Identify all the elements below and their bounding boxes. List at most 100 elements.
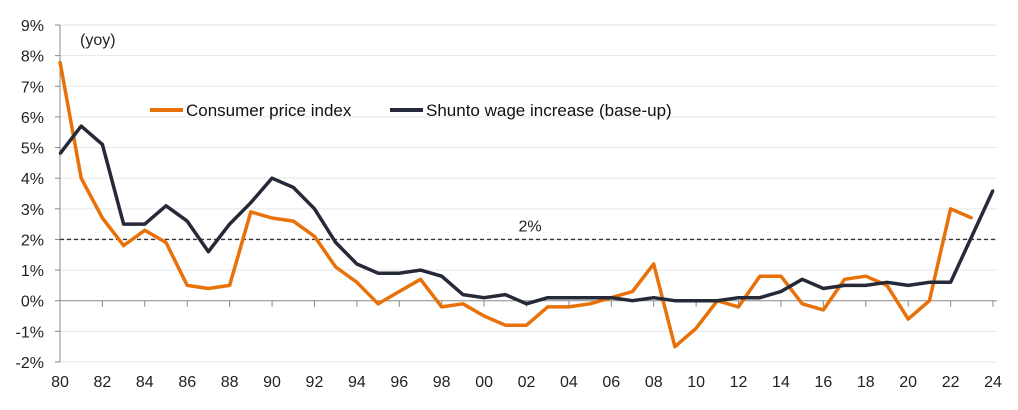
data-point	[313, 207, 316, 211]
reference-line-label: 2%	[518, 218, 541, 235]
data-point	[525, 302, 528, 305]
data-point	[885, 281, 889, 284]
data-point	[758, 275, 761, 278]
data-point	[482, 296, 486, 299]
y-tick-label: 4%	[21, 171, 44, 188]
data-point	[334, 241, 337, 244]
data-point	[610, 296, 613, 299]
data-point	[779, 275, 783, 278]
data-point	[186, 219, 189, 223]
y-tick-label: 2%	[21, 232, 44, 249]
x-tick-label: 00	[475, 374, 493, 391]
data-point	[207, 250, 210, 253]
data-point	[694, 327, 698, 330]
data-point	[652, 296, 655, 299]
data-point	[504, 293, 507, 296]
data-point	[737, 305, 740, 309]
data-point	[376, 302, 380, 305]
data-point	[588, 302, 592, 305]
data-point	[546, 296, 549, 299]
axes	[55, 24, 997, 363]
data-point	[928, 299, 931, 302]
legend-label: Shunto wage increase (base-up)	[426, 101, 672, 120]
data-point	[631, 290, 634, 293]
data-point	[440, 275, 443, 278]
data-point	[885, 284, 889, 287]
data-point	[398, 290, 401, 293]
data-point	[58, 152, 62, 155]
data-point	[758, 296, 761, 299]
data-point	[143, 229, 147, 232]
data-point	[906, 284, 910, 287]
data-point	[80, 176, 83, 180]
data-point	[970, 216, 973, 220]
data-point	[461, 302, 465, 305]
data-point	[228, 284, 231, 287]
x-tick-label: 02	[518, 374, 536, 391]
x-tick-label: 80	[51, 374, 69, 391]
data-point	[122, 244, 125, 247]
x-tick-label: 98	[433, 374, 451, 391]
data-point	[588, 296, 592, 299]
legend-label: Consumer price index	[186, 101, 352, 120]
reference-line-group: 2%	[60, 218, 997, 241]
data-point	[864, 275, 867, 278]
data-point	[270, 216, 274, 220]
data-point	[122, 222, 125, 226]
data-point	[673, 345, 677, 348]
x-axis-tick-labels: 80 82 84 86 88 90 92 94 96 98 00 02 04 06 08 10 12 14 16 18…	[51, 374, 1002, 391]
data-point	[398, 271, 401, 275]
data-point	[843, 278, 846, 281]
gridlines	[60, 24, 997, 363]
x-tick-label: 20	[899, 374, 917, 391]
data-point	[716, 299, 719, 302]
data-point	[440, 305, 443, 309]
data-point	[949, 281, 952, 284]
data-point	[101, 216, 104, 220]
x-tick-label: 96	[390, 374, 408, 391]
y-tick-label: -1%	[16, 324, 44, 341]
x-tick-label: 24	[984, 374, 1002, 391]
x-tick-label: 88	[221, 374, 239, 391]
data-point	[779, 290, 783, 293]
data-point	[800, 278, 804, 281]
y-tick-label: 3%	[21, 202, 44, 219]
data-point	[164, 204, 168, 207]
x-tick-label: 86	[178, 374, 196, 391]
x-tick-label: 18	[857, 374, 875, 391]
data-point	[567, 296, 571, 299]
data-point	[970, 235, 973, 238]
data-point	[419, 278, 422, 281]
data-point	[355, 262, 359, 266]
data-point	[949, 207, 952, 211]
x-tick-label: 22	[942, 374, 960, 391]
data-point	[419, 268, 422, 272]
x-tick-label: 16	[814, 374, 832, 391]
legend: Consumer price index Shunto wage increase…	[150, 101, 672, 120]
data-point	[101, 143, 104, 146]
unit-note: (yoy)	[80, 32, 116, 49]
data-point	[504, 324, 507, 327]
data-point	[482, 314, 486, 318]
x-tick-label: 06	[602, 374, 620, 391]
data-point	[249, 201, 253, 204]
x-tick-label: 92	[306, 374, 324, 391]
y-axis-tick-labels: -2% -1% 0% 1% 2% 3% 4% 5% 6% 7% 8% 9%	[16, 18, 44, 372]
data-point	[864, 284, 867, 287]
data-point	[355, 281, 359, 284]
y-tick-label: 1%	[21, 263, 44, 280]
data-point	[673, 299, 677, 302]
data-point	[249, 210, 253, 214]
x-tick-label: 84	[136, 374, 154, 391]
data-point	[737, 296, 740, 299]
data-point	[58, 60, 62, 63]
data-point	[228, 222, 231, 226]
data-point	[800, 302, 804, 305]
data-point	[270, 176, 274, 180]
y-tick-label: 9%	[21, 18, 44, 35]
series-line-cpi	[58, 61, 973, 349]
x-tick-label: 08	[645, 374, 663, 391]
x-tick-label: 10	[687, 374, 705, 391]
data-point	[928, 281, 931, 284]
